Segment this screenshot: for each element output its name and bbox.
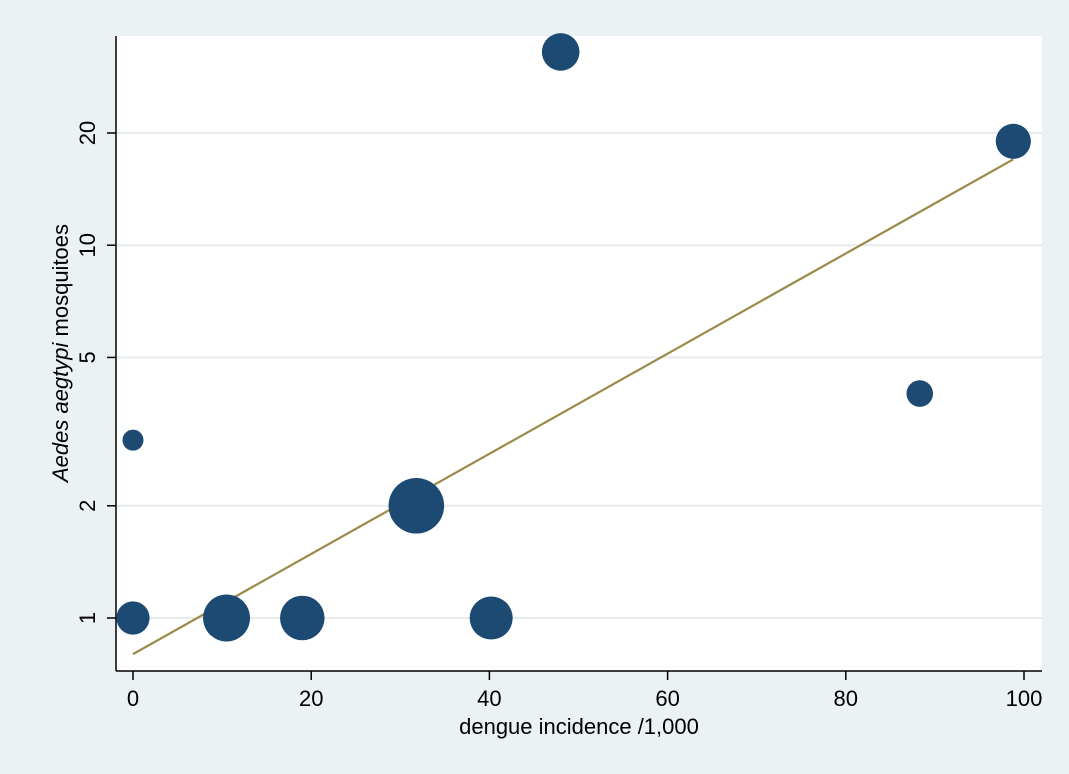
- data-point: [203, 594, 251, 642]
- x-tick-label: 80: [834, 686, 858, 711]
- data-point: [388, 478, 445, 534]
- y-axis-title: Aedes aegtypi mosquitoes: [48, 224, 73, 484]
- x-axis-title: dengue incidence /1,000: [459, 714, 699, 739]
- y-axis-title-rest: mosquitoes: [48, 224, 73, 343]
- data-point: [280, 595, 325, 641]
- y-tick-label: 10: [75, 233, 100, 257]
- x-tick-label: 40: [477, 686, 501, 711]
- data-point: [122, 429, 144, 451]
- y-tick-label: 2: [75, 500, 100, 512]
- fit-line: [132, 158, 1014, 656]
- data-point: [116, 601, 150, 635]
- axes: 1 2 5 10 20 0 20 40 60 80 100: [75, 36, 1042, 711]
- plot-area: [116, 36, 1042, 671]
- x-tick-label: 20: [299, 686, 323, 711]
- data-point: [906, 380, 934, 407]
- y-tick-label: 20: [75, 121, 100, 145]
- data-points: [116, 33, 1031, 642]
- grid-lines: [116, 132, 1042, 619]
- y-tick-label: 5: [75, 351, 100, 363]
- fit-line-layer: [132, 158, 1014, 656]
- y-tick-label: 1: [75, 612, 100, 624]
- data-point: [541, 33, 580, 71]
- y-axis-title-italic: Aedes aegtypi: [48, 341, 73, 484]
- x-tick-label: 100: [1006, 686, 1043, 711]
- x-tick-label: 0: [127, 686, 139, 711]
- x-tick-label: 60: [655, 686, 679, 711]
- data-point: [469, 596, 513, 640]
- data-point: [995, 123, 1031, 159]
